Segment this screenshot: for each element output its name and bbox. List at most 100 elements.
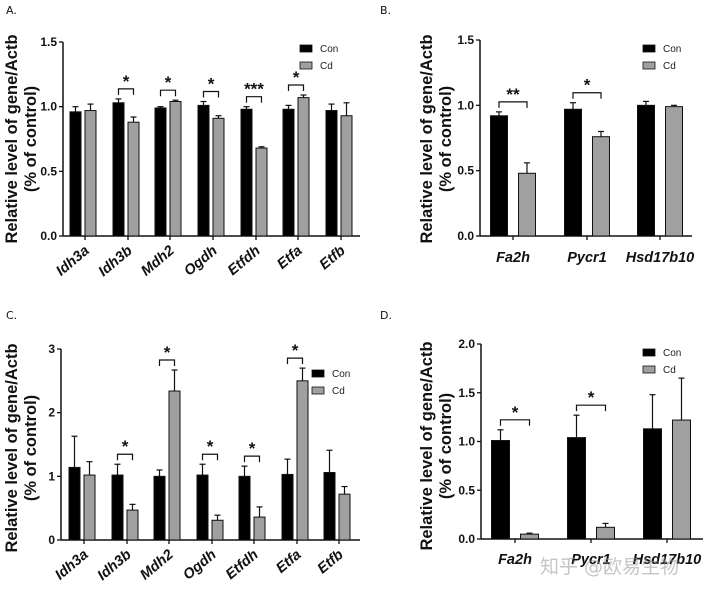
significance-marker: * — [164, 343, 171, 362]
significance-marker: * — [207, 437, 214, 456]
panel-b: B. Relative level of gene/Actb (% of contr… — [380, 4, 694, 266]
y-tick-label: 0.5 — [458, 483, 475, 497]
y-axis-label: Relative level of gene/Actb — [418, 34, 436, 243]
bar-cd-mdh2 — [168, 390, 181, 541]
significance-bracket — [572, 92, 602, 99]
significance-bracket — [575, 404, 607, 412]
category-label: Etfb — [317, 243, 349, 273]
panel-a: A. Relative level of gene/Actb (% of contr… — [3, 4, 360, 280]
significance-marker: * — [122, 437, 129, 456]
significance-marker: *** — [244, 80, 264, 99]
y-tick-label: 2 — [48, 406, 55, 420]
bar-con-fa2h — [491, 440, 510, 540]
significance-marker: * — [249, 439, 256, 458]
legend-swatch-con — [299, 44, 313, 53]
y-tick-label: 0.5 — [457, 164, 474, 178]
significance-marker: * — [208, 74, 215, 93]
bar-cd-ogdh — [212, 117, 225, 237]
category-label: Etfdh — [225, 243, 264, 279]
panel-letter: C. — [6, 309, 17, 322]
legend-label: Cd — [320, 61, 333, 72]
y-tick-label: 0.0 — [457, 229, 474, 243]
legend-label: Cd — [663, 365, 676, 376]
y-tick-label: 0.5 — [40, 164, 57, 178]
legend-swatch-con — [642, 348, 656, 357]
bar-con-mdh2 — [153, 475, 166, 541]
significance-bracket — [117, 88, 135, 95]
category-label: Hsd17b10 — [626, 250, 695, 266]
bar-con-hsd17b10 — [643, 428, 662, 540]
significance-bracket — [116, 453, 134, 461]
bar-con-pycr1 — [564, 108, 582, 237]
legend-swatch-cd — [642, 61, 656, 70]
significance-bracket — [159, 89, 177, 97]
bar-cd-etfa — [296, 380, 309, 541]
y-tick-label: 0.0 — [458, 532, 475, 546]
category-label: Hsd17b10 — [633, 552, 702, 568]
significance-bracket — [201, 453, 219, 461]
bar-cd-pycr1 — [592, 136, 610, 237]
bar-con-hsd17b10 — [637, 104, 655, 237]
bar-cd-etfb — [340, 115, 353, 237]
bar-cd-idh3b — [126, 509, 139, 541]
category-label: Etfa — [274, 243, 305, 273]
legend-label: Con — [320, 44, 338, 55]
panel-letter: D. — [380, 309, 392, 322]
bar-cd-hsd17b10 — [665, 106, 683, 237]
bar-cd-mdh2 — [169, 100, 182, 237]
bar-cd-etfa — [297, 97, 310, 237]
panel-letter: A. — [6, 4, 17, 17]
y-tick-label: 1.5 — [40, 35, 57, 49]
category-label: Etfb — [315, 547, 347, 577]
bar-con-etfdh — [238, 475, 251, 541]
legend-swatch-cd — [642, 365, 656, 374]
bar-cd-idh3a — [84, 110, 97, 237]
category-label: Fa2h — [496, 250, 530, 266]
bar-con-idh3a — [68, 466, 81, 541]
y-tick-label: 1.0 — [458, 435, 475, 449]
significance-marker: * — [512, 403, 519, 422]
significance-marker: * — [584, 76, 591, 95]
bar-con-ogdh — [197, 104, 210, 237]
category-label: Mdh2 — [137, 547, 176, 584]
legend-swatch-con — [311, 369, 325, 378]
panel-c: C. Relative level of gene/Actb (% of contr… — [3, 309, 360, 584]
y-tick-label: 3 — [48, 342, 55, 356]
significance-marker: * — [165, 73, 172, 92]
significance-bracket — [202, 90, 220, 98]
bar-cd-fa2h — [518, 172, 536, 237]
bar-con-mdh2 — [154, 107, 167, 237]
category-label: Pycr1 — [571, 552, 611, 568]
y-tick-label: 1 — [48, 469, 55, 483]
significance-bracket — [286, 357, 304, 365]
y-tick-label: 0 — [48, 533, 55, 547]
significance-bracket — [243, 455, 261, 463]
significance-bracket — [158, 359, 176, 367]
watermark-text: 知乎 @欧易生物 — [540, 556, 679, 578]
category-label: Idh3a — [53, 243, 92, 280]
legend-swatch-cd — [311, 386, 325, 395]
y-tick-label: 1.0 — [457, 98, 474, 112]
y-tick-label: 1.5 — [457, 33, 474, 47]
bar-cd-idh3a — [83, 474, 96, 541]
bar-con-etfa — [281, 473, 294, 541]
bar-cd-etfdh — [253, 516, 266, 541]
bar-con-idh3b — [112, 102, 125, 237]
y-tick-label: 2.0 — [458, 337, 475, 351]
y-axis-label-sub: (% of control) — [437, 393, 455, 499]
legend-label: Con — [663, 348, 681, 359]
y-axis-label-sub: (% of control) — [22, 86, 40, 192]
category-label: Idh3b — [95, 547, 135, 584]
bar-cd-etfdh — [255, 147, 268, 237]
significance-marker: * — [123, 72, 130, 91]
bar-con-idh3a — [69, 111, 82, 237]
bar-con-etfb — [323, 472, 336, 541]
significance-bracket — [287, 84, 305, 92]
bar-con-fa2h — [490, 115, 508, 237]
bar-con-etfb — [325, 110, 338, 237]
category-label: Fa2h — [498, 552, 532, 568]
significance-bracket — [498, 101, 528, 108]
category-label: Etfa — [273, 547, 304, 577]
legend-label: Con — [663, 44, 681, 55]
